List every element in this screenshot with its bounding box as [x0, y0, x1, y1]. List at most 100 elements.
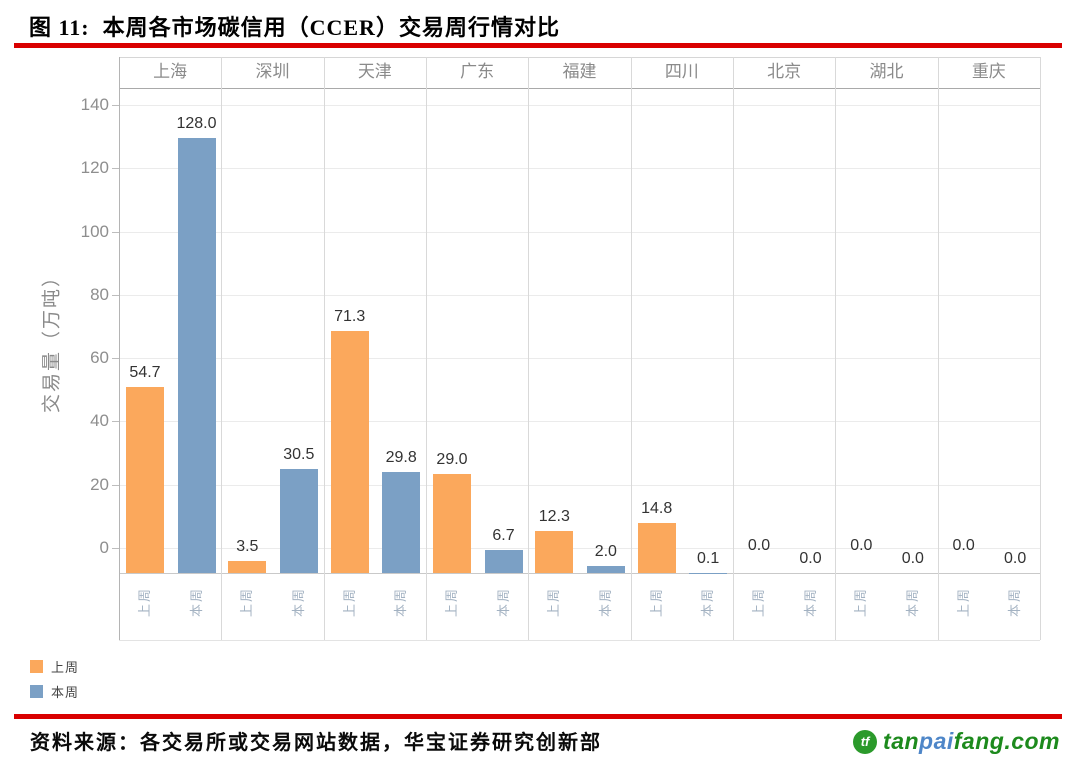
panel-header-4: 广东 — [460, 62, 495, 81]
y-axis-tick — [112, 294, 119, 296]
ccer-weekly-bar-chart: 0 20 40 60 80 100 120 140 交易量（万吨） 上海 54.7 上周 128.0 本周… — [41, 57, 1041, 641]
bar-value-label: 71.3 — [334, 307, 366, 325]
legend-swatch — [30, 685, 43, 698]
bar-series1-panel3 — [330, 330, 369, 573]
bar-value-label: 14.8 — [641, 499, 673, 517]
gridline — [119, 294, 1040, 296]
y-axis-tick — [112, 548, 119, 549]
panel-header-6: 四川 — [664, 62, 699, 81]
gridline — [119, 484, 1040, 486]
bar-value-label: 0.0 — [747, 537, 771, 554]
legend-swatch — [30, 660, 43, 673]
bar-value-label: 54.7 — [129, 364, 161, 382]
x-axis-tick-label: 上周 — [341, 587, 357, 618]
gridline — [119, 168, 1040, 170]
gridline — [119, 421, 1040, 423]
panel-divider — [1040, 57, 1041, 640]
bar-series2-panel5 — [586, 566, 625, 573]
legend-label: 本周 — [51, 685, 80, 700]
logo-text-segment: tan — [883, 728, 920, 754]
bar-value-label: 128.0 — [176, 114, 217, 132]
y-axis-tick-label: 120 — [80, 158, 109, 178]
x-axis-tick-label: 本周 — [597, 587, 613, 618]
y-axis-tick — [112, 104, 119, 106]
y-axis-title: 交易量（万吨） — [41, 266, 63, 414]
chart-legend: 上周 本周 — [30, 657, 79, 707]
logo-text-segment: fang.com — [953, 728, 1060, 754]
panel-divider — [426, 57, 427, 640]
bar-value-label: 3.5 — [236, 538, 259, 556]
bar-value-label: 30.5 — [283, 446, 315, 464]
tanpaifang-icon: tf — [853, 729, 878, 754]
bar-series2-panel1 — [177, 137, 216, 573]
y-axis-line — [119, 57, 120, 640]
gridline — [119, 358, 1040, 360]
y-axis-tick — [112, 358, 119, 360]
y-axis-tick-label: 40 — [90, 411, 109, 431]
x-axis-tick-label: 本周 — [393, 587, 409, 618]
x-axis-tick-label: 本周 — [290, 587, 306, 618]
legend-label: 上周 — [51, 660, 80, 675]
panel-divider — [631, 57, 632, 640]
panel-header-2: 深圳 — [255, 62, 290, 81]
panel-header-5: 福建 — [562, 62, 597, 81]
x-axis-baseline — [119, 573, 1040, 574]
panel-divider — [324, 57, 325, 640]
panel-header-1: 上海 — [153, 62, 188, 81]
panel-divider — [221, 57, 222, 640]
legend-item-上周: 上周 — [30, 657, 79, 676]
y-axis-tick — [112, 421, 119, 423]
x-axis-tick-label: 本周 — [700, 587, 716, 618]
figure-title: 图 11: 本周各市场碳信用（CCER）交易周行情对比 — [29, 15, 560, 40]
y-axis-tick-label: 80 — [90, 284, 109, 304]
source-note: 资料来源：各交易所或交易网站数据，华宝证券研究创新部 — [30, 732, 602, 754]
bar-series1-panel2 — [228, 561, 267, 573]
bar-series2-panel4 — [484, 550, 523, 573]
footer-rule — [14, 714, 1062, 719]
bar-value-label: 0.0 — [799, 550, 822, 567]
header-underline — [119, 88, 1040, 89]
y-axis-tick — [112, 168, 119, 170]
legend-item-本周: 本周 — [30, 682, 79, 701]
tanpaifang-logo[interactable]: tf tanpaifang.com — [853, 728, 1060, 755]
bar-series2-panel3 — [382, 471, 421, 573]
bar-value-label: 0.0 — [1004, 550, 1027, 567]
x-axis-tick-label: 上周 — [546, 587, 562, 618]
panel-divider — [938, 57, 939, 640]
x-axis-tick-label: 上周 — [955, 587, 971, 618]
y-axis-tick-label: 60 — [90, 348, 109, 368]
x-axis-tick-label: 上周 — [648, 587, 664, 618]
bar-value-label: 0.0 — [952, 537, 975, 554]
gridline — [119, 231, 1040, 233]
y-axis-tick-label: 0 — [99, 538, 109, 557]
tanpaifang-logo-text: tanpaifang.com — [883, 728, 1060, 755]
bar-value-label: 0.0 — [850, 537, 873, 554]
bar-value-label: 29.8 — [385, 448, 417, 466]
bar-series1-panel5 — [535, 531, 574, 573]
panel-divider — [733, 57, 734, 640]
y-axis-tick-label: 140 — [80, 94, 109, 114]
panel-header-3: 天津 — [357, 62, 392, 81]
y-axis-tick — [112, 231, 119, 233]
panel-header-9: 重庆 — [971, 62, 1006, 81]
gridline — [119, 104, 1040, 106]
x-axis-tick-label: 上周 — [137, 587, 152, 618]
y-axis-tick-label: 20 — [90, 474, 109, 494]
x-axis-tick-label: 上周 — [751, 587, 766, 618]
logo-text-segment: pai — [919, 728, 954, 754]
x-axis-tick-label: 本周 — [1007, 587, 1023, 618]
label-strip-bottom-border — [119, 640, 1040, 641]
bar-series2-panel2 — [279, 469, 318, 573]
x-axis-tick-label: 本周 — [802, 587, 818, 618]
bar-value-label: 2.0 — [594, 543, 617, 561]
title-rule — [14, 43, 1062, 48]
bar-value-label: 0.1 — [697, 549, 720, 567]
x-axis-tick-label: 上周 — [444, 587, 459, 618]
panel-header-8: 湖北 — [869, 62, 904, 81]
bar-value-label: 12.3 — [538, 508, 570, 526]
panel-divider — [528, 57, 529, 640]
bar-value-label: 6.7 — [492, 527, 515, 545]
x-axis-tick-label: 上周 — [853, 587, 869, 618]
bar-series1-panel6 — [637, 522, 676, 573]
